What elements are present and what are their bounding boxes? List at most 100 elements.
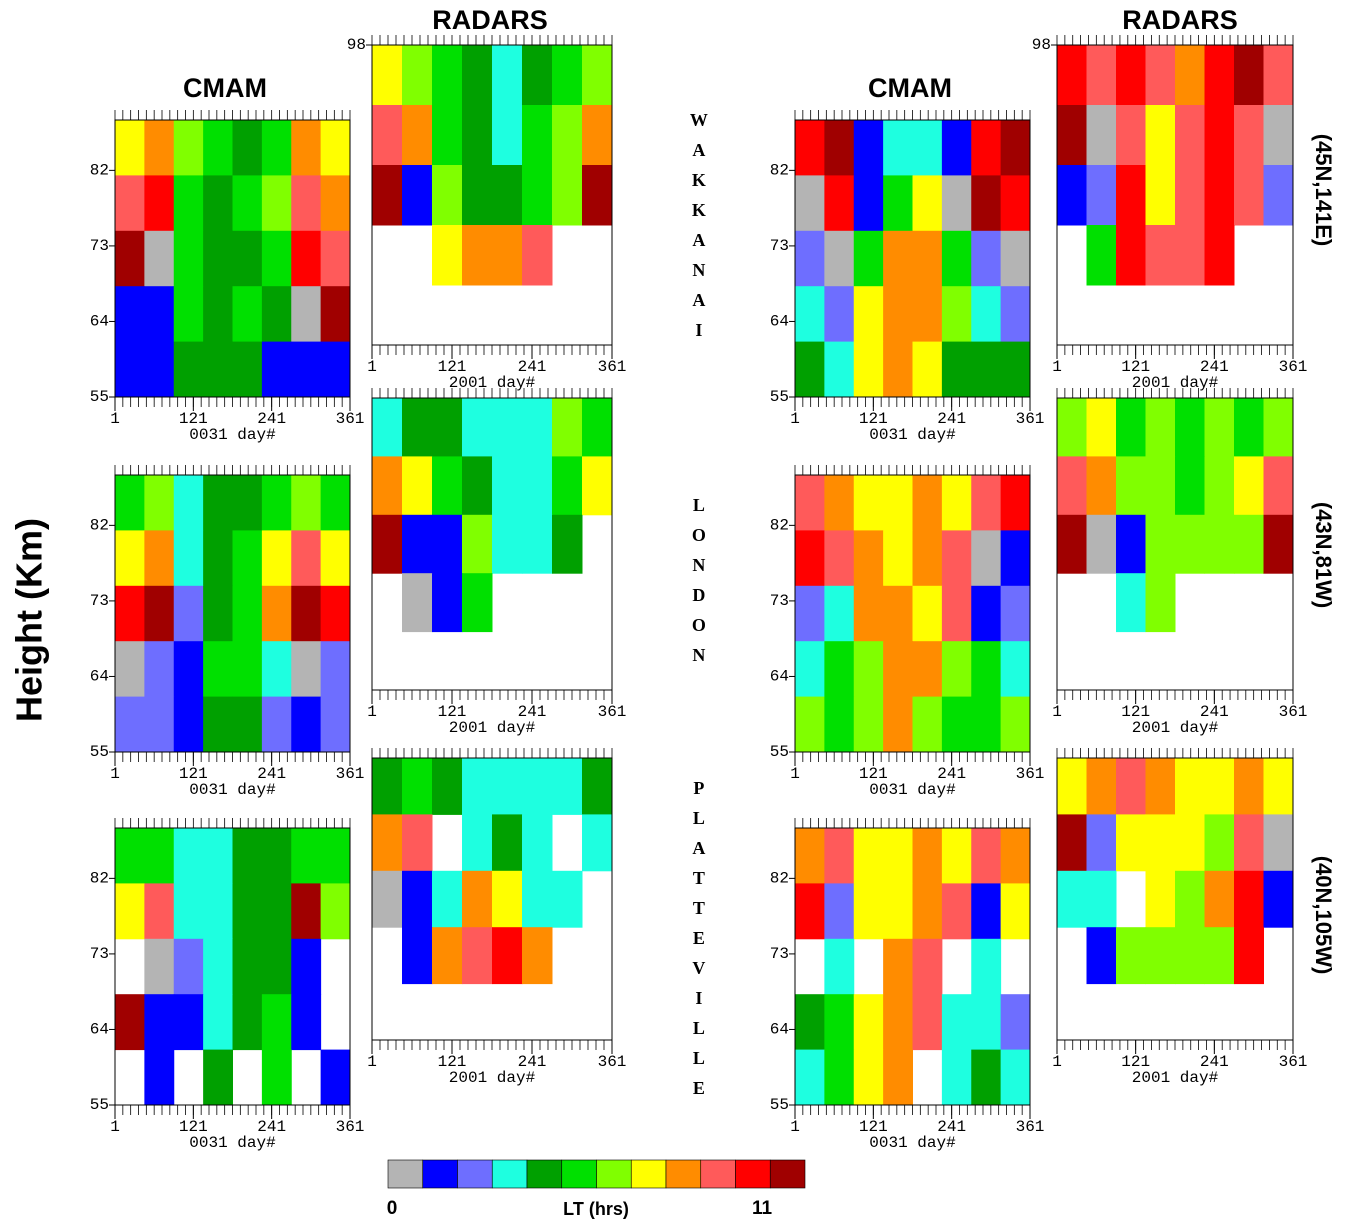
heat-cell — [402, 398, 433, 457]
heat-cell — [1000, 994, 1031, 1051]
y-tick-label: 82 — [770, 162, 789, 180]
heat-cell — [173, 475, 204, 531]
heat-cell — [1057, 45, 1087, 106]
x-tick-label: 241 — [518, 703, 547, 721]
heat-cell — [522, 398, 553, 457]
heat-cell — [432, 105, 463, 166]
heat-cell — [1116, 814, 1146, 872]
heat-cell — [402, 573, 433, 633]
heat-cell — [291, 828, 322, 884]
colorbar-cell — [457, 1159, 493, 1189]
heat-cell — [941, 175, 972, 232]
x-tick-label: 241 — [257, 1118, 286, 1136]
heat-cell — [232, 994, 263, 1051]
heat-cell — [402, 758, 433, 815]
heat-cell — [203, 286, 233, 343]
x-tick-label: 121 — [179, 410, 208, 428]
y-tick-label: 82 — [770, 870, 789, 888]
heat-cell — [824, 938, 855, 995]
x-tick-label: 1 — [110, 1118, 120, 1136]
heat-cell — [261, 530, 292, 587]
x-tick-label: 121 — [438, 1053, 467, 1071]
station-coords: (40N,105W) — [1311, 856, 1336, 975]
heat-cell — [203, 883, 233, 940]
heat-cell — [1234, 514, 1264, 574]
heat-cell — [203, 175, 233, 232]
heat-cell — [402, 45, 433, 106]
heat-cell — [1175, 45, 1205, 106]
heat-cell — [203, 585, 233, 642]
heat-cell — [912, 175, 943, 232]
heat-cell — [462, 870, 493, 928]
heat-cell — [115, 696, 145, 753]
heat-cell — [522, 870, 553, 928]
heat-cell — [232, 286, 263, 343]
heat-cell — [1175, 456, 1205, 516]
heat-cell — [1234, 398, 1264, 457]
heat-cell — [1204, 225, 1235, 286]
colorbar-cell — [630, 1159, 667, 1189]
heat-cell — [462, 165, 493, 226]
heat-cell — [1263, 758, 1294, 815]
heat-cell — [883, 938, 913, 995]
heat-cell — [1175, 225, 1205, 286]
heat-cell — [552, 105, 583, 166]
heat-cell — [883, 475, 913, 531]
heat-cell — [232, 530, 263, 587]
heat-cell — [795, 696, 825, 753]
x-tick-label: 1 — [367, 1053, 377, 1071]
heat-cell — [1116, 105, 1146, 166]
x-axis-label: 2001 day# — [449, 374, 536, 392]
heat-cell — [492, 814, 523, 872]
x-tick-label: 1 — [790, 1118, 800, 1136]
y-tick-label: 55 — [90, 1096, 109, 1114]
heat-cell — [261, 994, 292, 1051]
heat-cell — [232, 475, 263, 531]
heat-cell — [1175, 398, 1205, 457]
station-name: PLATTEVILLE — [689, 778, 709, 1108]
heat-cell — [582, 814, 613, 872]
heat-cell — [912, 475, 943, 531]
heat-cell — [824, 286, 855, 343]
heat-cell — [883, 641, 913, 698]
heat-cell — [941, 641, 972, 698]
heat-cell — [1175, 758, 1205, 815]
heat-cell — [1057, 456, 1087, 516]
heat-cell — [173, 341, 204, 398]
heat-cell — [144, 286, 175, 343]
heat-cell — [261, 938, 292, 995]
heat-cell — [1145, 758, 1176, 815]
heat-cell — [795, 828, 825, 884]
x-tick-label: 241 — [518, 358, 547, 376]
heat-cell — [971, 938, 1002, 995]
heat-cell — [115, 475, 145, 531]
heat-cell — [883, 286, 913, 343]
heat-cell — [462, 758, 493, 815]
heat-cell — [1086, 225, 1117, 286]
colorbar-cell — [735, 1159, 771, 1189]
heat-cell — [203, 641, 233, 698]
heat-cell — [912, 286, 943, 343]
heat-cell — [971, 585, 1002, 642]
x-tick-label: 1 — [367, 703, 377, 721]
heat-cell — [853, 230, 884, 287]
heat-cell — [144, 641, 175, 698]
heat-cell — [912, 828, 943, 884]
y-tick-label: 82 — [90, 162, 109, 180]
heat-cell — [115, 341, 145, 398]
x-tick-label: 361 — [1279, 358, 1308, 376]
heat-cell — [232, 938, 263, 995]
heat-cell — [522, 814, 553, 872]
heat-cell — [522, 225, 553, 286]
heat-cell — [1000, 641, 1031, 698]
heat-cell — [1234, 45, 1264, 106]
heat-cell — [291, 120, 322, 176]
heat-cell — [320, 828, 351, 884]
heat-cell — [432, 165, 463, 226]
heat-cell — [971, 1049, 1002, 1106]
heat-cell — [115, 641, 145, 698]
colorbar-tick-label: 0 — [387, 1198, 398, 1219]
heat-cell — [1116, 45, 1146, 106]
heat-cell — [912, 585, 943, 642]
